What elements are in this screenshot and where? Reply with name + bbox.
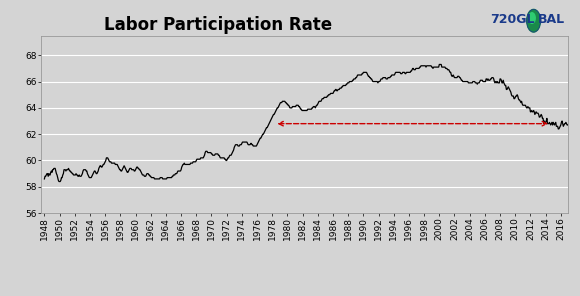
Text: BAL: BAL xyxy=(538,13,565,26)
Text: Labor Participation Rate: Labor Participation Rate xyxy=(104,16,332,34)
Circle shape xyxy=(529,13,535,23)
Text: 720GL: 720GL xyxy=(490,13,535,26)
Circle shape xyxy=(527,9,541,32)
